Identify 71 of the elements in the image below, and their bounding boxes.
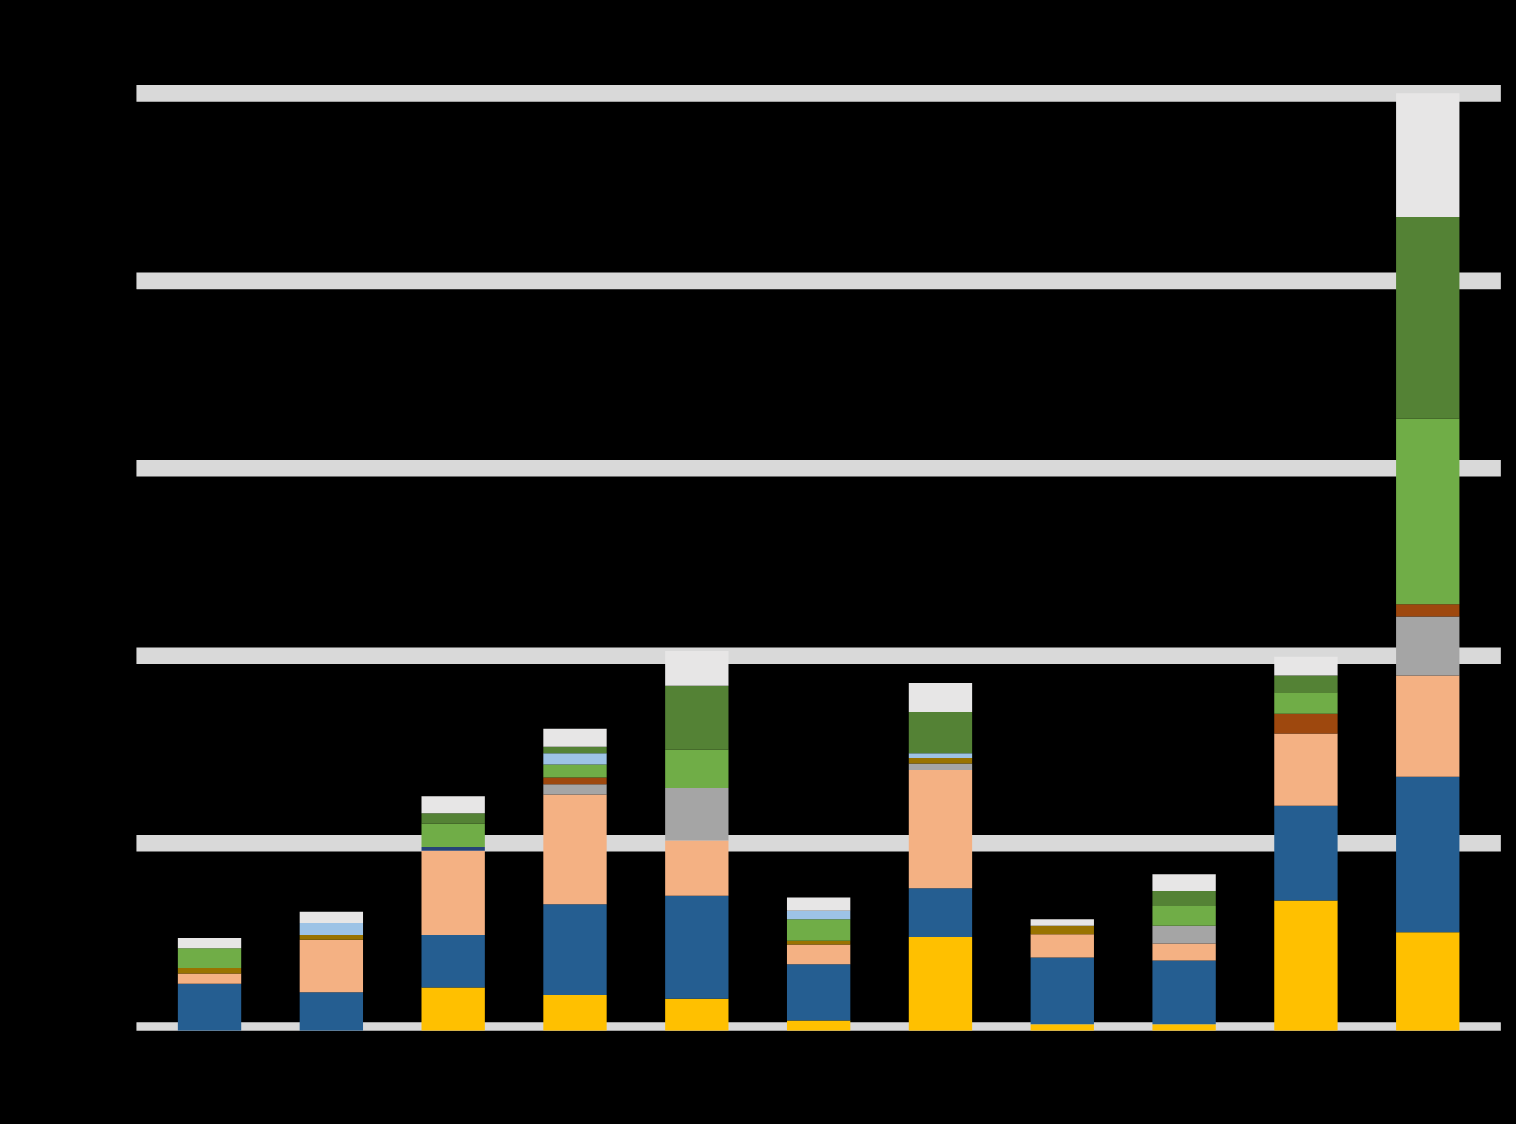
bar xyxy=(908,712,973,754)
bar xyxy=(786,919,851,941)
bar xyxy=(1152,925,1216,944)
bar xyxy=(665,787,729,841)
bar xyxy=(1152,906,1216,926)
bar xyxy=(421,813,485,824)
bar xyxy=(1274,692,1338,714)
bar xyxy=(665,685,729,750)
bar xyxy=(665,840,729,896)
bar xyxy=(543,728,607,747)
bar xyxy=(543,777,607,785)
bar xyxy=(177,948,242,968)
bar xyxy=(786,964,851,1021)
bar xyxy=(1030,957,1094,1025)
bar xyxy=(299,922,364,936)
bar xyxy=(421,823,485,847)
bar xyxy=(908,682,973,712)
bar xyxy=(543,995,607,1031)
bar xyxy=(1396,675,1460,777)
bar xyxy=(1274,656,1338,676)
bar xyxy=(421,796,485,814)
bar xyxy=(665,651,729,686)
bar xyxy=(908,888,973,937)
bar xyxy=(1274,675,1338,693)
bar xyxy=(1152,943,1216,961)
bar xyxy=(543,904,607,996)
bar xyxy=(908,763,973,771)
bar xyxy=(1152,891,1216,907)
bar xyxy=(421,987,485,1031)
bar xyxy=(1396,616,1460,676)
bar xyxy=(1274,733,1338,806)
bar xyxy=(1152,960,1216,1025)
bar xyxy=(786,897,851,911)
bar xyxy=(177,967,242,974)
bar xyxy=(665,998,729,1031)
bar xyxy=(1396,93,1460,218)
bar xyxy=(1396,776,1460,933)
bar xyxy=(421,850,485,936)
bar xyxy=(177,937,242,949)
bar xyxy=(1030,934,1094,958)
bar xyxy=(1274,805,1338,901)
bar xyxy=(543,784,607,795)
bar xyxy=(1030,1024,1094,1031)
bar xyxy=(1152,1024,1216,1031)
bar xyxy=(1396,217,1460,419)
bar xyxy=(543,746,607,754)
bar xyxy=(177,983,242,1031)
bar xyxy=(1396,604,1460,617)
bar xyxy=(786,910,851,920)
bar xyxy=(665,749,729,788)
bar xyxy=(786,1020,851,1031)
bar xyxy=(1030,919,1094,926)
bar xyxy=(1030,925,1094,935)
bar xyxy=(177,973,242,984)
bar xyxy=(1152,874,1216,892)
bar xyxy=(908,757,973,764)
bar xyxy=(1274,713,1338,734)
bar xyxy=(786,944,851,965)
bar xyxy=(1274,900,1338,1031)
bar xyxy=(299,992,364,1031)
bar xyxy=(1396,418,1460,605)
bar xyxy=(908,770,973,889)
bar xyxy=(299,939,364,993)
bar xyxy=(908,936,973,1031)
bar xyxy=(543,764,607,778)
bar xyxy=(1396,932,1460,1031)
bar xyxy=(665,895,729,999)
bar xyxy=(299,911,364,923)
bar xyxy=(543,753,607,765)
bar xyxy=(543,794,607,905)
bar xyxy=(421,935,485,988)
